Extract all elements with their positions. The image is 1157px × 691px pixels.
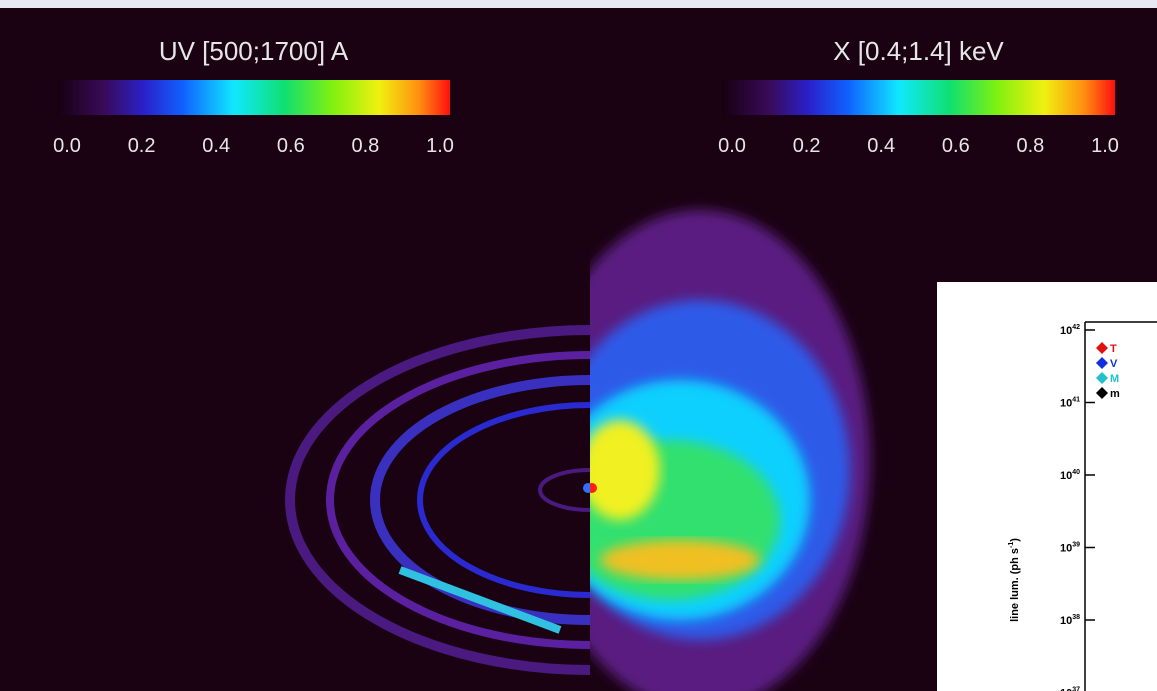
page: {"panels": [ {"title": "UV [500;1700] A"…: [0, 0, 1157, 691]
y-label-end: ): [1009, 538, 1021, 542]
colorbar-tick: 0.8: [351, 135, 379, 157]
inset-panel: [937, 282, 1157, 691]
tick-base: 10: [1060, 398, 1072, 410]
colorbar-title: X [0.4;1.4] keV: [833, 36, 1004, 66]
y-axis-label: line lum. (ph s-1): [1008, 538, 1021, 622]
tick-exp: 37: [1072, 687, 1080, 691]
legend-label: m: [1110, 388, 1120, 400]
tick-exp: 41: [1072, 397, 1080, 404]
colorbar-tick: 0.4: [202, 135, 230, 157]
tick-base: 10: [1060, 688, 1072, 691]
colorbar: [57, 80, 450, 115]
legend-label: V: [1110, 358, 1118, 370]
colorbar-tick: 0.2: [128, 135, 156, 157]
colorbar: [722, 80, 1115, 115]
tick-base: 10: [1060, 615, 1072, 627]
y-tick-label: 1037: [1060, 687, 1080, 691]
tick-base: 10: [1060, 470, 1072, 482]
colorbar-title: UV [500;1700] A: [159, 36, 349, 66]
legend-label: M: [1110, 373, 1119, 385]
figure: UV [500;1700] A 0.0 0.2 0.4 0.6 0.8 1.0 X [0.4;…: [0, 0, 1157, 691]
legend-label: T: [1110, 343, 1117, 355]
tick-exp: 42: [1072, 324, 1080, 331]
colorbar-tick: 0.2: [793, 135, 821, 157]
y-label-text: line lum. (ph s: [1009, 548, 1021, 622]
colorbar-tick: 0.8: [1016, 135, 1044, 157]
colorbar-tick: 0.6: [942, 135, 970, 157]
tick-base: 10: [1060, 325, 1072, 337]
colorbar-tick: 0.0: [53, 135, 81, 157]
colorbar-tick: 1.0: [426, 135, 454, 157]
tick-exp: 39: [1072, 542, 1080, 549]
colorbar-tick: 0.4: [867, 135, 895, 157]
tick-exp: 38: [1072, 614, 1080, 621]
colorbar-tick: 0.0: [718, 135, 746, 157]
colorbar-tick: 1.0: [1091, 135, 1119, 157]
colorbar-tick: 0.6: [277, 135, 305, 157]
tick-base: 10: [1060, 543, 1072, 555]
tick-exp: 40: [1072, 469, 1080, 476]
